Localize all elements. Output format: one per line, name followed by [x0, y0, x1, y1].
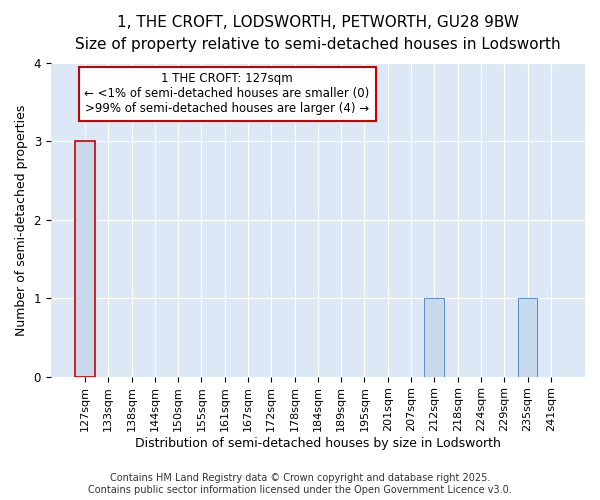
Text: Contains HM Land Registry data © Crown copyright and database right 2025.
Contai: Contains HM Land Registry data © Crown c…: [88, 474, 512, 495]
Bar: [75, 142, 95, 376]
Title: 1, THE CROFT, LODSWORTH, PETWORTH, GU28 9BW
Size of property relative to semi-de: 1, THE CROFT, LODSWORTH, PETWORTH, GU28 …: [75, 15, 561, 52]
Bar: [518, 298, 538, 376]
X-axis label: Distribution of semi-detached houses by size in Lodsworth: Distribution of semi-detached houses by …: [135, 437, 501, 450]
Y-axis label: Number of semi-detached properties: Number of semi-detached properties: [15, 104, 28, 336]
Bar: [424, 298, 444, 376]
Text: 1 THE CROFT: 127sqm
← <1% of semi-detached houses are smaller (0)
>99% of semi-d: 1 THE CROFT: 127sqm ← <1% of semi-detach…: [85, 72, 370, 116]
